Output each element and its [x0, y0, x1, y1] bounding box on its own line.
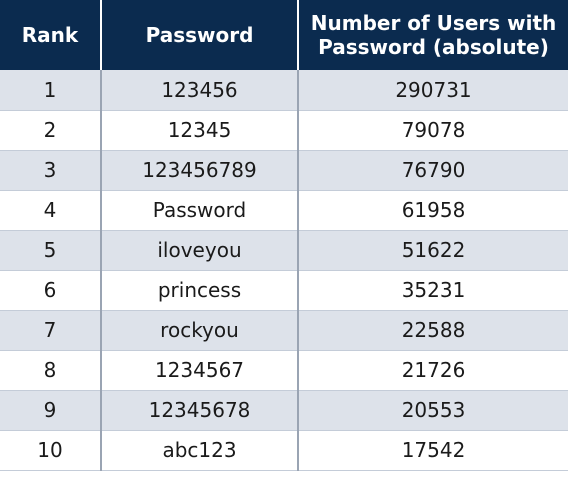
- password-cell: 123456789: [101, 150, 299, 191]
- rank-cell: 5: [0, 230, 102, 271]
- rank-cell: 4: [0, 190, 102, 231]
- password-cell: 1234567: [101, 350, 299, 391]
- rank-cell: 10: [0, 430, 102, 471]
- rank-cell: 7: [0, 310, 102, 351]
- table-body: 1 123456 290731 2 12345 79078 3 123456789 76790 4…: [0, 70, 568, 471]
- table-row: 8 1234567 21726: [0, 350, 568, 391]
- password-cell: 12345: [101, 110, 299, 151]
- users-cell: 79078: [298, 110, 568, 151]
- header-password: Password: [101, 0, 299, 70]
- header-rank: Rank: [0, 0, 102, 70]
- password-cell: princess: [101, 270, 299, 311]
- password-cell: abc123: [101, 430, 299, 471]
- table-row: 10 abc123 17542: [0, 430, 568, 471]
- rank-cell: 1: [0, 70, 102, 111]
- rank-cell: 8: [0, 350, 102, 391]
- rank-cell: 6: [0, 270, 102, 311]
- users-cell: 20553: [298, 390, 568, 431]
- users-cell: 290731: [298, 70, 568, 111]
- rank-cell: 3: [0, 150, 102, 191]
- table-header-row: Rank Password Number of Users with Passw…: [0, 0, 568, 70]
- users-cell: 22588: [298, 310, 568, 351]
- header-users-line1: Number of Users with: [310, 11, 557, 35]
- table-row: 7 rockyou 22588: [0, 310, 568, 351]
- table-row: 9 12345678 20553: [0, 390, 568, 431]
- rank-cell: 2: [0, 110, 102, 151]
- rank-cell: 9: [0, 390, 102, 431]
- password-cell: rockyou: [101, 310, 299, 351]
- users-cell: 21726: [298, 350, 568, 391]
- users-cell: 76790: [298, 150, 568, 191]
- table-row: 3 123456789 76790: [0, 150, 568, 191]
- users-cell: 17542: [298, 430, 568, 471]
- header-users-line2: Password (absolute): [318, 35, 549, 59]
- users-cell: 61958: [298, 190, 568, 231]
- password-cell: 123456: [101, 70, 299, 111]
- table-row: 4 Password 61958: [0, 190, 568, 231]
- password-cell: iloveyou: [101, 230, 299, 271]
- users-cell: 35231: [298, 270, 568, 311]
- password-cell: 12345678: [101, 390, 299, 431]
- password-cell: Password: [101, 190, 299, 231]
- header-users: Number of Users with Password (absolute): [298, 0, 568, 70]
- table-row: 2 12345 79078: [0, 110, 568, 151]
- table-row: 5 iloveyou 51622: [0, 230, 568, 271]
- table-row: 1 123456 290731: [0, 70, 568, 111]
- users-cell: 51622: [298, 230, 568, 271]
- table-row: 6 princess 35231: [0, 270, 568, 311]
